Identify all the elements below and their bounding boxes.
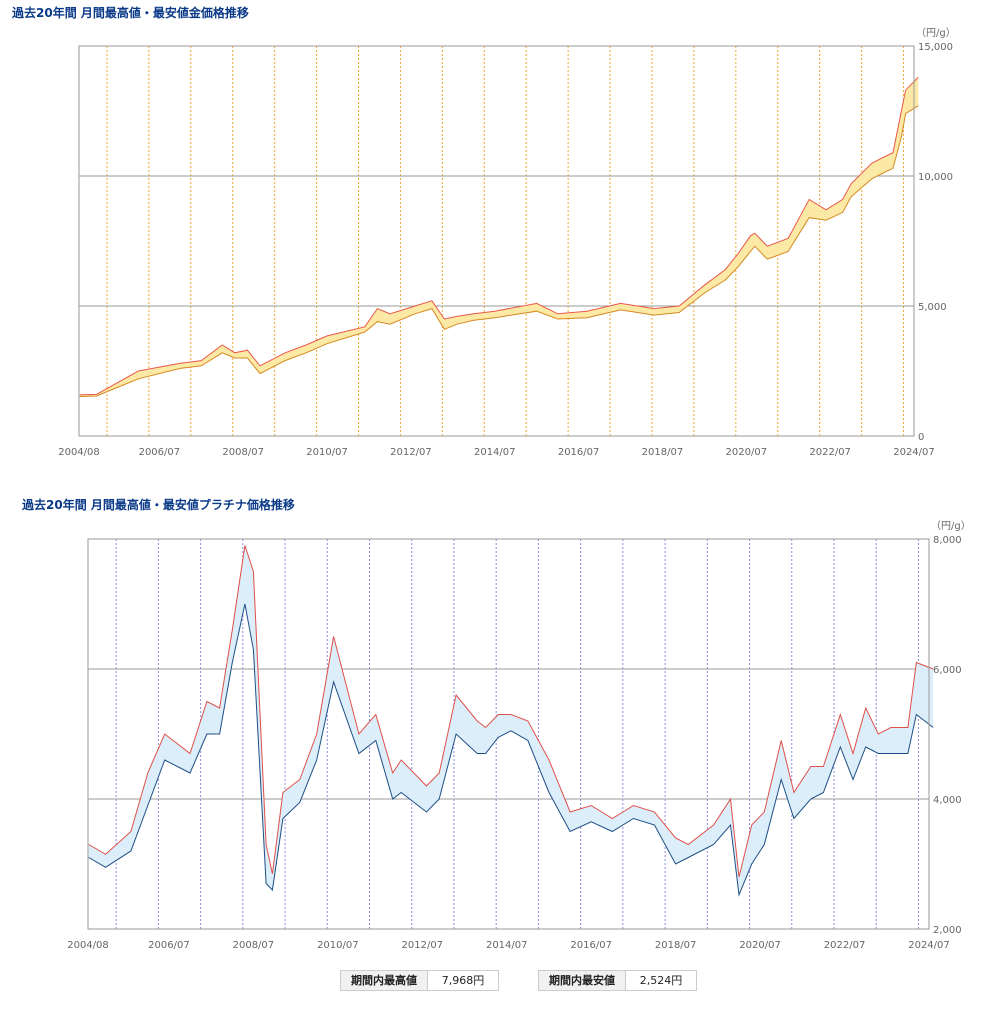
- platinum-y-tick-label: 6,000: [933, 665, 962, 676]
- platinum-y-tick-label: 4,000: [933, 795, 962, 806]
- platinum-x-tick-label: 2024/07: [908, 940, 950, 951]
- platinum-x-tick-label: 2008/07: [233, 940, 275, 951]
- gold-high-line: [79, 76, 919, 396]
- gold-range-band: [79, 77, 919, 397]
- platinum-unit-label: （円/g）: [931, 520, 971, 532]
- platinum-x-tick-label: 2018/07: [655, 940, 697, 951]
- gold-x-tick-label: 2006/07: [139, 447, 181, 458]
- platinum-x-tick-label: 2006/07: [148, 940, 190, 951]
- gold-x-tick-label: 2012/07: [390, 447, 432, 458]
- period-high-label: 期間内最高値: [341, 971, 428, 990]
- period-low-label: 期間内最安値: [539, 971, 626, 990]
- gold-x-tick-label: 2008/07: [222, 447, 264, 458]
- platinum-plot-frame: [87, 538, 930, 930]
- platinum-chart-title: 過去20年間 月間最高値・最安値プラチナ価格推移: [22, 498, 295, 512]
- platinum-x-tick-label: 2012/07: [402, 940, 444, 951]
- platinum-x-tick-label: 2020/07: [739, 940, 781, 951]
- gold-y-tick-label: 15,000: [918, 42, 953, 53]
- period-high-box: 期間内最高値 7,968円: [340, 970, 499, 991]
- gold-plot-frame: [78, 45, 915, 437]
- platinum-y-tick-label: 2,000: [933, 925, 962, 936]
- period-low-value: 2,524円: [626, 971, 696, 990]
- gold-low-line: [79, 105, 919, 397]
- platinum-x-tick-label: 2016/07: [570, 940, 612, 951]
- gold-year-gridlines: [106, 46, 905, 436]
- period-low-box: 期間内最安値 2,524円: [538, 970, 697, 991]
- gold-x-tick-label: 2010/07: [306, 447, 348, 458]
- platinum-x-tick-label: 2004/08: [67, 940, 109, 951]
- platinum-x-tick-label: 2010/07: [317, 940, 359, 951]
- gold-x-tick-label: 2004/08: [58, 447, 100, 458]
- gold-price-chart: 0 5,000 10,000 15,000 （円/g） 2004/08 2006/07 200…: [58, 27, 956, 458]
- gold-x-tick-label: 2018/07: [642, 447, 684, 458]
- platinum-x-tick-label: 2014/07: [486, 940, 528, 951]
- gold-unit-label: （円/g）: [916, 27, 956, 39]
- gold-x-tick-label: 2016/07: [558, 447, 600, 458]
- gold-y-tick-label: 5,000: [918, 302, 947, 313]
- gold-x-tick-label: 2014/07: [474, 447, 516, 458]
- platinum-price-chart: 2,000 4,000 6,000 8,000 （円/g） 2004/08 2006/07 2…: [67, 520, 971, 951]
- gold-chart-title: 過去20年間 月間最高値・最安値金価格推移: [12, 6, 249, 20]
- platinum-x-tick-label: 2022/07: [824, 940, 866, 951]
- gold-x-tick-label: 2022/07: [809, 447, 851, 458]
- gold-x-tick-label: 2020/07: [726, 447, 768, 458]
- gold-y-tick-label: 10,000: [918, 172, 953, 183]
- gold-y-tick-label: 0: [918, 432, 924, 443]
- platinum-range-band: [88, 545, 934, 895]
- gold-x-tick-label: 2024/07: [893, 447, 935, 458]
- period-high-value: 7,968円: [428, 971, 498, 990]
- platinum-year-gridlines: [115, 539, 919, 929]
- platinum-high-line: [88, 545, 934, 878]
- platinum-y-tick-label: 8,000: [933, 535, 962, 546]
- platinum-low-line: [88, 603, 934, 897]
